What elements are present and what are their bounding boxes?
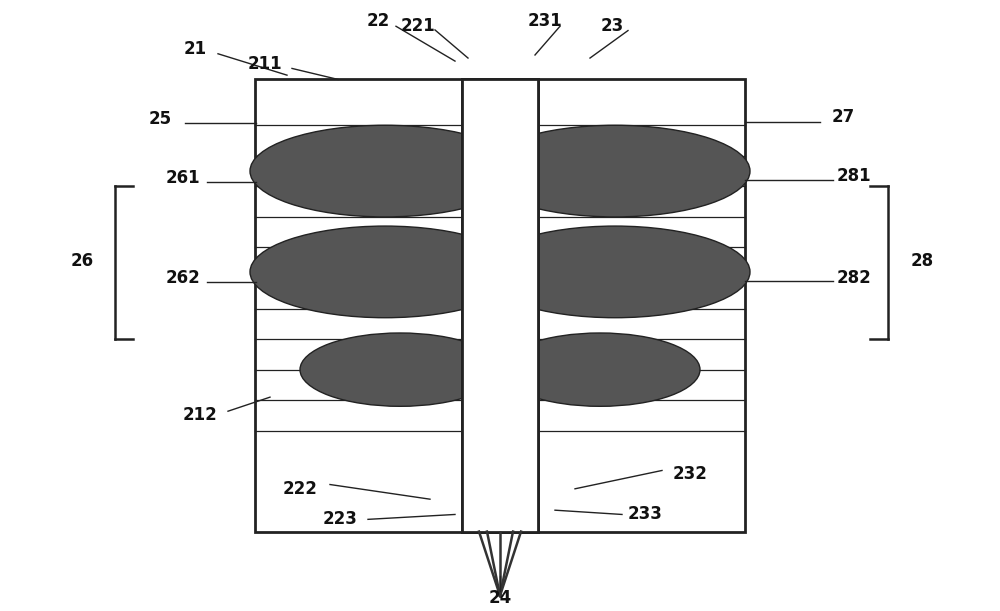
Text: 282: 282: [837, 269, 871, 287]
Ellipse shape: [250, 226, 520, 318]
Ellipse shape: [300, 333, 500, 406]
Text: 221: 221: [401, 16, 435, 35]
Text: 223: 223: [323, 510, 357, 529]
Text: 211: 211: [248, 55, 282, 73]
Text: 231: 231: [528, 12, 562, 31]
Text: 24: 24: [488, 588, 512, 607]
Text: 26: 26: [70, 252, 94, 270]
Text: 261: 261: [166, 169, 200, 188]
Bar: [462, 79, 538, 532]
Text: 222: 222: [283, 480, 317, 498]
Text: 212: 212: [183, 406, 217, 425]
Text: 21: 21: [183, 40, 207, 58]
Text: 281: 281: [837, 167, 871, 185]
Text: 27: 27: [831, 108, 855, 126]
Ellipse shape: [250, 125, 520, 217]
Ellipse shape: [480, 125, 750, 217]
Ellipse shape: [480, 226, 750, 318]
Bar: [255, 79, 745, 532]
Text: 22: 22: [366, 12, 390, 31]
Text: 23: 23: [600, 16, 624, 35]
Text: 232: 232: [673, 464, 707, 483]
Text: 25: 25: [148, 110, 172, 128]
Bar: [462, 79, 538, 532]
Text: 28: 28: [910, 252, 934, 270]
Text: 233: 233: [628, 505, 662, 524]
Text: 262: 262: [166, 269, 200, 287]
Ellipse shape: [500, 333, 700, 406]
